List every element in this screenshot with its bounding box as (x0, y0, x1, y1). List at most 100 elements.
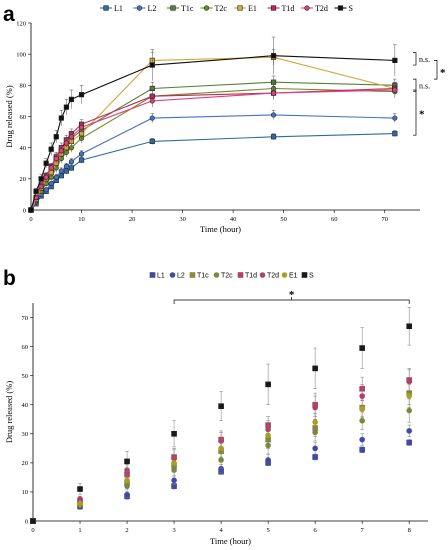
x-tick-label: 7 (361, 527, 365, 534)
y-tick-label: 70 (22, 315, 29, 322)
significance-bracket: n.s. (413, 52, 430, 66)
data-point-T2d (63, 140, 69, 146)
data-point-T2d (38, 184, 44, 190)
data-point-L1 (270, 134, 277, 140)
significance-bracket: * (413, 89, 425, 136)
data-point-S (392, 57, 398, 63)
data-point-T2d (149, 98, 155, 104)
data-point-E1 (77, 500, 83, 507)
series-L1 (28, 130, 398, 213)
data-point-L1 (78, 157, 85, 163)
x-axis-title: Time (hour) (210, 536, 251, 546)
data-point-L2 (43, 187, 49, 193)
legend-marker-S (301, 272, 308, 278)
data-point-T2d (53, 155, 59, 162)
data-point-S (270, 53, 277, 59)
data-point-L2 (149, 115, 155, 121)
data-point-E1 (359, 406, 365, 412)
data-point-S (359, 345, 365, 351)
annotation-text: * (289, 289, 295, 301)
data-point-L2 (270, 112, 277, 118)
y-tick-label: 120 (16, 20, 26, 27)
y-tick-label: 80 (20, 83, 27, 90)
data-point-E1 (171, 460, 177, 466)
data-point-S (265, 381, 271, 388)
legend-marker-T1c (189, 272, 196, 278)
legend-label-L2: L2 (148, 4, 157, 13)
panel-b-letter: b (3, 267, 16, 290)
legend-label-T2c: T2c (221, 273, 233, 280)
x-tick-label: 40 (230, 216, 237, 223)
data-point-E1 (406, 393, 412, 399)
data-point-T2d (359, 393, 365, 399)
legend-label-E1: E1 (248, 4, 257, 13)
series-line-E1 (30, 56, 395, 211)
data-point-L2 (392, 115, 398, 121)
y-tick-label: 0 (23, 207, 26, 214)
data-point-T2d (312, 404, 318, 411)
x-tick-label: 3 (172, 527, 175, 534)
legend-marker-S (337, 5, 344, 11)
y-tick-label: 60 (22, 344, 29, 351)
series-line-T1c (30, 81, 395, 211)
data-point-L2 (48, 180, 54, 187)
legend-marker-E1 (237, 5, 243, 11)
data-point-L1 (392, 131, 398, 137)
x-tick-label: 0 (29, 216, 32, 223)
x-tick-label: 30 (179, 216, 186, 223)
legend-label-T1c: T1c (197, 273, 209, 280)
x-axis-title: Time (hour) (200, 224, 241, 234)
data-point-S (312, 365, 318, 372)
y-tick-label: 50 (22, 373, 29, 380)
data-point-T2c (218, 457, 224, 463)
series-line-T2c (30, 87, 395, 211)
data-point-T2d (392, 87, 398, 93)
data-point-L1 (68, 165, 75, 171)
data-point-T2d (43, 174, 49, 180)
legend-label-T1d: T1d (282, 4, 295, 13)
data-point-S (171, 430, 177, 437)
series-E1 (30, 384, 412, 524)
legend-marker-T1d (270, 5, 277, 11)
legend-marker-E1 (281, 272, 288, 278)
data-point-L1 (406, 439, 412, 446)
legend-label-T1d: T1d (245, 273, 257, 280)
data-point-T2d (48, 165, 54, 171)
series-line-L1 (30, 133, 395, 211)
data-point-S (68, 96, 75, 102)
series-line-T1d (30, 87, 395, 211)
series-T2d (28, 83, 398, 213)
data-point-T2d (68, 134, 75, 140)
x-tick-label: 6 (314, 527, 318, 534)
x-tick-label: 1 (78, 527, 81, 534)
panel-b-chart: 0 1 2 3 4 5 6 7 8 0 10 20 30 40 50 60 70 Time (hour) Drug … (4, 272, 428, 546)
x-tick-label: 70 (381, 216, 388, 223)
y-axis-title: Drug released (%) (4, 381, 14, 443)
y-tick-label: 10 (22, 489, 29, 496)
data-point-S (406, 323, 412, 330)
bracket-line (434, 60, 438, 80)
y-tick-label: 40 (22, 402, 29, 409)
y-tick-label: 30 (22, 431, 29, 438)
data-point-E1 (265, 432, 271, 439)
data-point-T2c (359, 417, 365, 424)
legend-marker-L2 (169, 272, 176, 278)
annotation-text: n.s. (419, 55, 430, 64)
data-point-L2 (58, 168, 64, 174)
bracket-line (413, 52, 417, 66)
data-point-S (63, 104, 69, 110)
data-point-L2 (312, 445, 318, 452)
legend-label-T2d: T2d (315, 4, 328, 13)
legend-label-T2c: T2c (215, 4, 228, 13)
bracket-line (413, 89, 417, 136)
legend-marker-L2 (136, 5, 143, 11)
data-point-T2c (406, 407, 412, 414)
legend-marker-T2c (203, 5, 210, 11)
data-point-S (48, 146, 54, 152)
series-T2c (28, 81, 398, 213)
x-tick-label: 50 (280, 216, 287, 223)
data-point-S (43, 160, 49, 166)
x-tick-label: 60 (331, 216, 338, 223)
legend-marker-T1c (170, 5, 176, 11)
series-line-T2d (30, 89, 395, 211)
